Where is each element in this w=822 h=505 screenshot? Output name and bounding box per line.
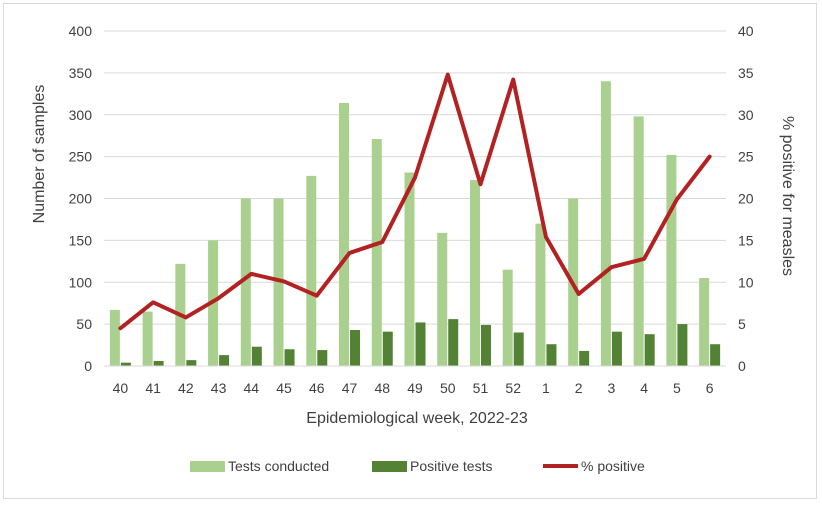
x-tick-label: 3 xyxy=(608,380,616,396)
bar-tests-conducted xyxy=(469,180,480,366)
bar-tests-conducted xyxy=(502,269,513,366)
bar-tests-conducted xyxy=(142,311,153,366)
x-tick-label: 5 xyxy=(673,380,681,396)
bar-positive-tests xyxy=(251,346,262,366)
bar-positive-tests xyxy=(219,355,230,366)
y-tick-label: 250 xyxy=(69,149,93,165)
legend: Tests conducted Positive tests % positiv… xyxy=(190,458,645,474)
bar-positive-tests xyxy=(677,324,688,366)
y2-tick-label: 10 xyxy=(738,274,754,290)
bar-positive-tests xyxy=(611,331,622,366)
bar-tests-conducted xyxy=(339,103,350,367)
y-tick-label: 300 xyxy=(69,107,93,123)
axes: 0501001502002503003504000510152025303540… xyxy=(69,23,754,396)
x-tick-label: 1 xyxy=(542,380,550,396)
legend-swatch-positive-tests xyxy=(372,461,407,472)
x-tick-label: 47 xyxy=(342,380,358,396)
bar-positive-tests xyxy=(644,334,655,366)
bar-positive-tests xyxy=(153,360,164,366)
y-tick-label: 200 xyxy=(69,191,93,207)
y-tick-label: 400 xyxy=(69,23,93,39)
bar-tests-conducted xyxy=(240,198,251,366)
bar-positive-tests xyxy=(350,329,361,366)
x-tick-label: 42 xyxy=(178,380,194,396)
x-tick-label: 41 xyxy=(145,380,161,396)
y2-tick-label: 25 xyxy=(738,149,754,165)
x-tick-label: 46 xyxy=(309,380,325,396)
y2-tick-label: 20 xyxy=(738,191,754,207)
y-tick-label: 0 xyxy=(84,358,92,374)
bars xyxy=(109,81,721,367)
bar-tests-conducted xyxy=(109,309,120,366)
x-tick-label: 4 xyxy=(640,380,648,396)
x-tick-label: 49 xyxy=(407,380,423,396)
y-axis-title: Number of samples xyxy=(31,85,48,224)
bar-tests-conducted xyxy=(404,172,415,366)
bar-tests-conducted xyxy=(437,232,448,366)
bar-tests-conducted xyxy=(371,139,382,366)
bar-tests-conducted xyxy=(535,223,546,366)
y-tick-label: 100 xyxy=(69,274,93,290)
legend-label-percent-positive: % positive xyxy=(581,458,645,474)
line-percent-positive xyxy=(118,72,712,331)
bar-tests-conducted xyxy=(699,278,710,366)
x-tick-label: 50 xyxy=(440,380,456,396)
bar-positive-tests xyxy=(480,324,491,366)
bar-positive-tests xyxy=(546,344,557,366)
bar-positive-tests xyxy=(579,350,590,366)
y2-axis-title: % positive for measles xyxy=(779,116,796,276)
y-tick-label: 350 xyxy=(69,65,93,81)
x-axis-title: Epidemiological week, 2022-23 xyxy=(306,410,528,427)
x-tick-label: 6 xyxy=(706,380,714,396)
x-tick-label: 44 xyxy=(244,380,260,396)
y-tick-label: 150 xyxy=(69,232,93,248)
bar-positive-tests xyxy=(120,362,131,366)
x-tick-label: 48 xyxy=(374,380,390,396)
bar-tests-conducted xyxy=(273,198,284,366)
x-tick-label: 45 xyxy=(276,380,292,396)
y-tick-label: 50 xyxy=(76,316,92,332)
y2-tick-label: 40 xyxy=(738,23,754,39)
bar-tests-conducted xyxy=(666,154,677,366)
legend-label-positive-tests: Positive tests xyxy=(410,458,492,474)
bar-positive-tests xyxy=(186,360,197,366)
x-tick-label: 40 xyxy=(113,380,129,396)
bar-tests-conducted xyxy=(633,116,644,366)
y2-tick-label: 5 xyxy=(738,316,746,332)
bar-tests-conducted xyxy=(600,81,611,366)
legend-label-tests-conducted: Tests conducted xyxy=(228,458,329,474)
bar-positive-tests xyxy=(317,350,328,366)
x-tick-label: 43 xyxy=(211,380,227,396)
chart-frame: 0 50 100 150 200 250 300 350 400 0 5 10 15 20 25 30 35 40… xyxy=(3,3,817,499)
y2-tick-label: 15 xyxy=(738,232,754,248)
y2-tick-label: 0 xyxy=(738,358,746,374)
bar-positive-tests xyxy=(448,319,459,366)
x-tick-label: 52 xyxy=(505,380,521,396)
percent-line xyxy=(118,72,712,331)
bar-positive-tests xyxy=(284,349,295,366)
bar-positive-tests xyxy=(513,332,524,366)
bar-tests-conducted xyxy=(306,175,317,366)
gridlines xyxy=(104,30,726,325)
x-tick-label: 51 xyxy=(473,380,489,396)
chart: 0501001502002503003504000510152025303540… xyxy=(31,23,796,474)
x-tick-label: 2 xyxy=(575,380,583,396)
bar-positive-tests xyxy=(710,344,721,366)
legend-swatch-tests-conducted xyxy=(190,461,225,472)
y2-tick-label: 30 xyxy=(738,107,754,123)
bar-positive-tests xyxy=(415,322,426,366)
y2-tick-label: 35 xyxy=(738,65,754,81)
bar-positive-tests xyxy=(382,331,393,366)
